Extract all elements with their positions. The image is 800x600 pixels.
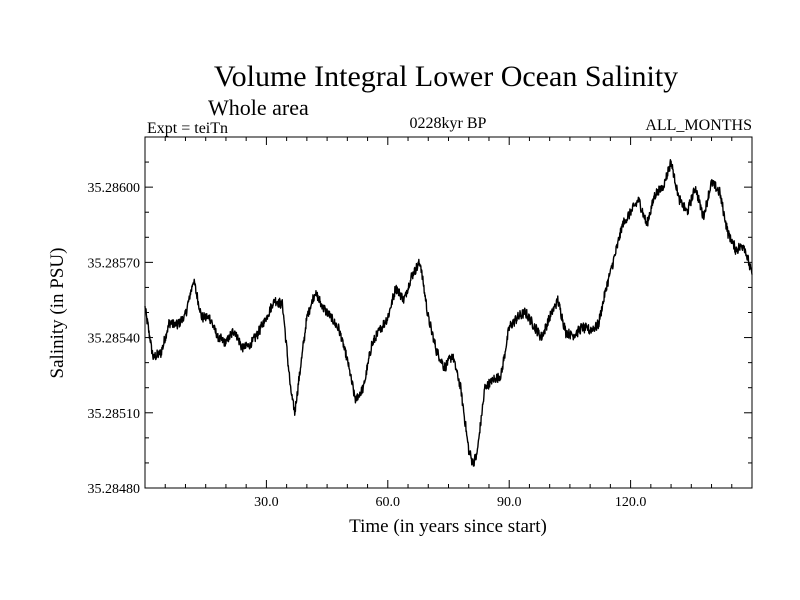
y-tick-label: 35.28510 [88,407,141,422]
y-tick-label: 35.28570 [88,256,141,271]
months-label: ALL_MONTHS [645,117,752,134]
y-tick-label: 35.28480 [88,482,141,497]
y-tick-label: 35.28540 [88,332,141,347]
chart-title: Volume Integral Lower Ocean Salinity [214,60,678,93]
axes-group: 30.0 60.0 90.0 120.0 35.28480 35.28510 35.2854… [88,137,752,510]
experiment-label: Expt = teiTn [147,120,228,137]
period-label: 0228kyr BP [410,115,487,132]
x-tick-label: 90.0 [497,495,522,510]
x-tick-label: 120.0 [615,495,647,510]
y-tick-label: 35.28600 [88,181,141,196]
x-tick-label: 30.0 [254,495,279,510]
x-axis-label: Time (in years since start) [349,516,547,537]
salinity-series-line [144,159,753,467]
x-tick-label: 60.0 [376,495,401,510]
y-axis-label: Salinity (in PSU) [47,248,68,379]
chart-subtitle: Whole area [208,95,309,120]
